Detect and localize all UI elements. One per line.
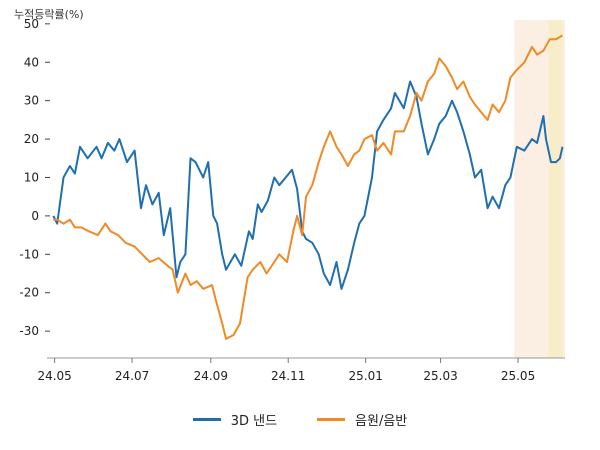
- legend-swatch-3d-nand: [192, 418, 221, 421]
- line-chart: 50 40 30 20 10 0 -10 -20 -30 24.05 24.07 24.09 24.1…: [19, 17, 565, 383]
- x-tick-label: 24.11: [271, 369, 305, 383]
- legend-label-3d-nand: 3D 낸드: [230, 414, 278, 429]
- x-tick-label: 24.07: [115, 369, 149, 383]
- y-tick-label: 50: [24, 17, 39, 31]
- y-axis-label: 누적등락률(%): [14, 8, 84, 21]
- y-tick-label: -30: [19, 324, 39, 338]
- y-tick-label: 0: [31, 209, 39, 223]
- x-tick-label: 24.05: [37, 369, 71, 383]
- x-tick-label: 24.09: [194, 369, 228, 383]
- y-axis-ticks: 50 40 30 20 10 0 -10 -20 -30: [19, 17, 50, 338]
- legend: 3D 낸드 음원/음반: [0, 410, 600, 429]
- legend-swatch-music: [317, 418, 346, 421]
- series-lines: [52, 34, 564, 340]
- series-line-1: [53, 34, 564, 340]
- x-tick-label: 25.05: [501, 369, 535, 383]
- y-tick-label: 20: [24, 132, 39, 146]
- y-tick-label: 30: [24, 94, 39, 108]
- x-axis-ticks: 24.05 24.07 24.09 24.11 25.01 25.03 25.05: [37, 358, 535, 383]
- y-tick-label: -20: [19, 286, 39, 300]
- x-tick-label: 25.01: [348, 369, 382, 383]
- series-line-0: [52, 80, 564, 290]
- x-tick-label: 25.03: [423, 369, 457, 383]
- highlight-span-1: [548, 20, 563, 358]
- highlight-spans: [514, 20, 565, 358]
- y-tick-label: 10: [24, 170, 39, 184]
- legend-item-music: 음원/음반: [317, 410, 407, 429]
- y-tick-label: -10: [19, 247, 39, 261]
- legend-item-3d-nand: 3D 낸드: [192, 410, 278, 429]
- legend-label-music: 음원/음반: [355, 414, 408, 429]
- y-tick-label: 40: [24, 55, 39, 69]
